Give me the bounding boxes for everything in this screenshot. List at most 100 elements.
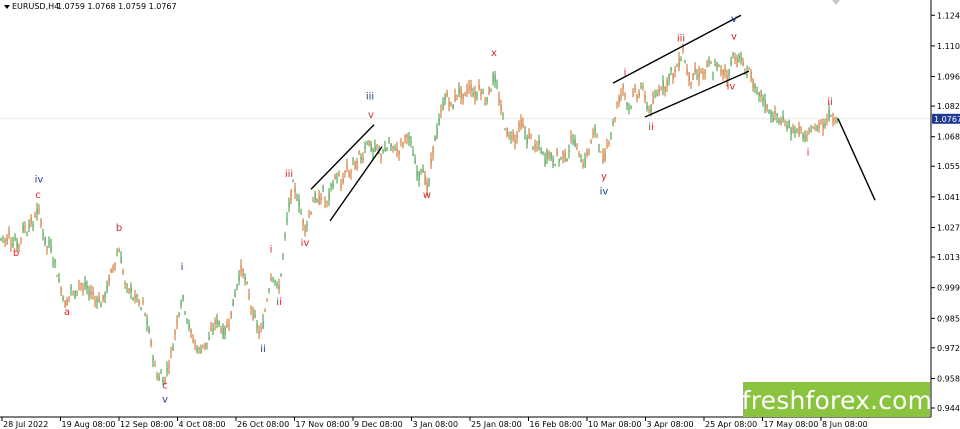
- candle-body: [720, 69, 722, 74]
- candle-body: [134, 295, 136, 299]
- x-tick-label: 26 Oct 08:00: [237, 420, 289, 429]
- candle-body: [128, 288, 130, 293]
- candle-body: [2, 236, 4, 238]
- candle-body: [644, 95, 646, 100]
- candle-body: [208, 337, 210, 340]
- candle-body: [166, 368, 168, 371]
- x-tick-label: 28 Jul 2022: [3, 420, 48, 429]
- candle-body: [110, 268, 112, 273]
- candle-body: [552, 158, 554, 166]
- trend-line-3: [612, 14, 742, 84]
- brand-banner: [743, 382, 930, 417]
- candle-body: [524, 131, 526, 134]
- candle-body: [364, 146, 366, 150]
- candle-body: [390, 143, 392, 147]
- candle-body: [836, 120, 838, 122]
- candle-body: [786, 125, 788, 129]
- candle-body: [96, 298, 98, 302]
- candle-body: [740, 57, 742, 62]
- candle-body: [58, 278, 60, 282]
- candle-body: [306, 223, 308, 226]
- candle-body: [56, 275, 58, 277]
- candle-body: [500, 104, 502, 111]
- candle-body: [586, 150, 588, 156]
- candle-body: [704, 69, 706, 75]
- candle-body: [660, 88, 662, 90]
- candle-body: [718, 64, 720, 66]
- candle-body: [536, 147, 538, 149]
- candle-body: [60, 288, 62, 293]
- candle-body: [712, 77, 714, 79]
- candle-body: [46, 246, 48, 248]
- candle-body: [398, 150, 400, 155]
- candle-body: [182, 295, 184, 300]
- wave-label: v: [368, 110, 374, 121]
- candle-body: [504, 129, 506, 131]
- candle-body: [590, 140, 592, 144]
- wave-label: ii: [648, 122, 654, 133]
- candle-body: [596, 134, 598, 136]
- candle-body: [52, 261, 54, 263]
- candle-body: [818, 124, 820, 129]
- candle-body: [816, 126, 818, 132]
- wave-label: c: [35, 190, 41, 201]
- candle-body: [210, 328, 212, 331]
- candle-body: [794, 131, 796, 134]
- candle-body: [776, 113, 778, 117]
- x-tick-label: 17 Nov 08:00: [296, 420, 350, 429]
- candle-body: [554, 164, 556, 167]
- candle-body: [474, 92, 476, 100]
- candle-body: [394, 149, 396, 151]
- wave-label: iv: [35, 175, 44, 186]
- candle-body: [488, 87, 490, 94]
- candle-body: [176, 319, 178, 325]
- candle-body: [646, 105, 648, 109]
- y-tick-label: 1.0270: [937, 224, 960, 233]
- candle-body: [324, 201, 326, 203]
- wave-label: w: [423, 190, 431, 201]
- candle-body: [606, 145, 608, 147]
- candle-body: [402, 143, 404, 146]
- candle-body: [466, 89, 468, 92]
- candle-body: [88, 290, 90, 295]
- candle-body: [682, 46, 684, 51]
- trend-line-1: [310, 124, 375, 190]
- candle-body: [684, 61, 686, 64]
- candle-body: [728, 69, 730, 76]
- candle-body: [562, 150, 564, 158]
- candle-body: [138, 300, 140, 305]
- candle-body: [416, 170, 418, 177]
- candle-body: [676, 66, 678, 68]
- candle-body: [628, 106, 630, 109]
- candle-body: [726, 76, 728, 80]
- symbol-dropdown-icon[interactable]: [4, 5, 10, 9]
- candle-body: [616, 105, 618, 108]
- time-axis: 28 Jul 2022 19 Aug 08:00 12 Sep 08:00 4 Oct…: [1, 417, 868, 429]
- candle-body: [326, 201, 328, 203]
- candle-body: [304, 225, 306, 233]
- candle-body: [268, 289, 270, 291]
- y-tick-label: 1.0960: [937, 73, 960, 82]
- candle-body: [336, 177, 338, 179]
- candle-body: [788, 121, 790, 128]
- x-tick-label: 25 Apr 08:00: [705, 420, 757, 429]
- candle-body: [560, 157, 562, 159]
- wave-label: iii: [285, 169, 293, 180]
- candle-body: [478, 85, 480, 89]
- x-tick-label: 17 May 08:00: [764, 420, 819, 429]
- candle-body: [78, 283, 80, 285]
- wave-label: iv: [301, 238, 310, 249]
- candle-body: [298, 200, 300, 208]
- candle-body: [468, 85, 470, 90]
- candle-body: [86, 286, 88, 289]
- candle-body: [528, 133, 530, 139]
- candle-body: [68, 296, 70, 298]
- candle-body: [526, 136, 528, 145]
- candle-body: [384, 147, 386, 152]
- candle-body: [490, 90, 492, 92]
- candle-body: [624, 94, 626, 96]
- candle-body: [198, 347, 200, 349]
- candle-body: [680, 59, 682, 61]
- wave-label: ii: [276, 297, 282, 308]
